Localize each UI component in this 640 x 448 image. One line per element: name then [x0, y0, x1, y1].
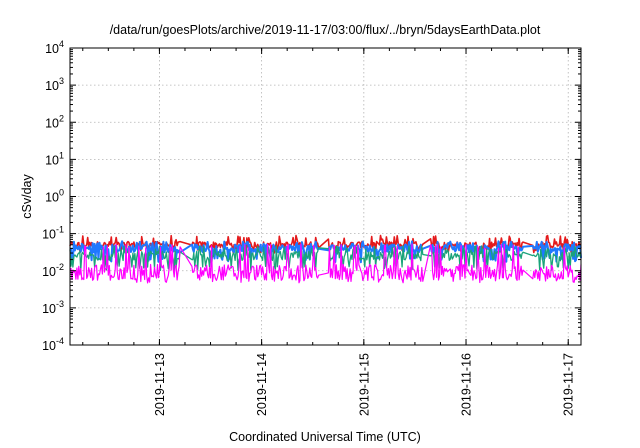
series-layer: [69, 234, 582, 284]
y-tick-label: 10-1: [42, 225, 64, 242]
x-tick-label: 2019-11-15: [357, 353, 371, 416]
series-line-4: [69, 243, 582, 284]
y-tick-label: 103: [45, 76, 64, 93]
x-tick-labels: 2019-11-13 2019-11-14 2019-11-15 2019-11-16…: [153, 353, 576, 416]
y-tick-label: 102: [45, 113, 64, 130]
tick-layer: [70, 47, 581, 346]
x-tick-label: 2019-11-17: [562, 353, 576, 416]
y-tick-label: 104: [45, 39, 64, 56]
y-tick-label: 10-4: [42, 336, 64, 353]
y-tick-labels: 10-4 10-3 10-2 10-1 100 101 102 103 104: [42, 39, 64, 353]
chart-title: /data/run/goesPlots/archive/2019-11-17/0…: [110, 23, 541, 37]
grid-layer: [70, 48, 581, 345]
y-tick-label: 10-2: [42, 262, 64, 279]
x-tick-label: 2019-11-13: [153, 353, 167, 416]
y-tick-label: 100: [45, 188, 64, 205]
series-line-3: [69, 245, 582, 272]
x-axis-title: Coordinated Universal Time (UTC): [229, 430, 421, 444]
y-tick-label: 101: [45, 150, 64, 167]
x-tick-label: 2019-11-14: [255, 353, 269, 416]
x-tick-label: 2019-11-16: [460, 353, 474, 416]
y-axis-title: cSv/day: [20, 174, 34, 219]
y-tick-label: 10-3: [42, 299, 64, 316]
